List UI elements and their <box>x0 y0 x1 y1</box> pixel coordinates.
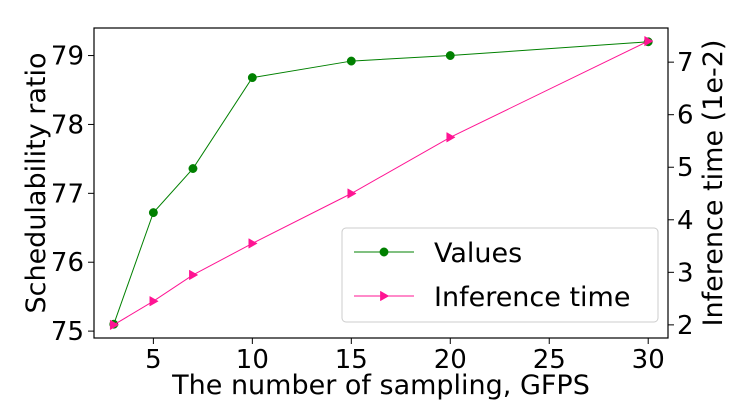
y-right-tick-label: 3 <box>677 258 694 288</box>
y-right-tick-label: 2 <box>677 311 694 341</box>
y-right-tick-label: 6 <box>677 101 694 131</box>
data-point <box>346 56 356 66</box>
data-point <box>445 51 455 61</box>
x-axis-title: The number of sampling, GFPS <box>171 370 590 401</box>
data-point <box>446 132 456 143</box>
y-axis-title-right: Inference time (1e-2) <box>698 40 729 327</box>
legend-label-values: Values <box>434 238 522 269</box>
data-point <box>149 295 159 307</box>
legend-marker-shape <box>379 247 389 257</box>
y-axis-title-left: Schedulability ratio <box>21 52 52 313</box>
data-point <box>247 73 257 83</box>
plot-frame <box>93 27 669 339</box>
y-left-tick-label: 75 <box>51 317 84 347</box>
y-left-tick-label: 77 <box>51 179 84 209</box>
ticks-layer: 5 10 15 20 25 30 75 76 77 78 79 2 3 4 5 6 7 <box>51 42 694 375</box>
x-tick-label: 15 <box>335 345 368 375</box>
data-point <box>109 319 120 331</box>
y-right-tick-label: 5 <box>677 153 694 183</box>
x-tick-label: 20 <box>434 345 467 375</box>
y-left-tick-label: 79 <box>51 42 84 72</box>
y-right-tick-label: 4 <box>677 206 694 236</box>
legend-marker-shape <box>380 290 390 302</box>
data-point <box>347 188 357 199</box>
legend-label-inference-time: Inference time <box>434 282 630 313</box>
y-right-tick-label: 7 <box>677 48 694 78</box>
data-point <box>148 208 158 218</box>
x-tick-label: 5 <box>145 345 162 375</box>
y-left-tick-label: 78 <box>51 110 84 140</box>
legend: Values Inference time <box>341 227 659 323</box>
legend-marker-values <box>379 247 389 257</box>
data-point <box>644 35 654 47</box>
x-tick-label: 25 <box>533 345 566 375</box>
series-layer <box>109 35 654 331</box>
y-left-tick-label: 76 <box>51 248 84 278</box>
legend-marker-inference-time <box>380 290 390 302</box>
x-tick-label: 10 <box>236 345 269 375</box>
x-tick-label: 30 <box>632 345 665 375</box>
data-point <box>188 164 198 173</box>
data-point <box>248 238 258 249</box>
legend-box <box>341 227 659 323</box>
data-point <box>189 269 199 281</box>
